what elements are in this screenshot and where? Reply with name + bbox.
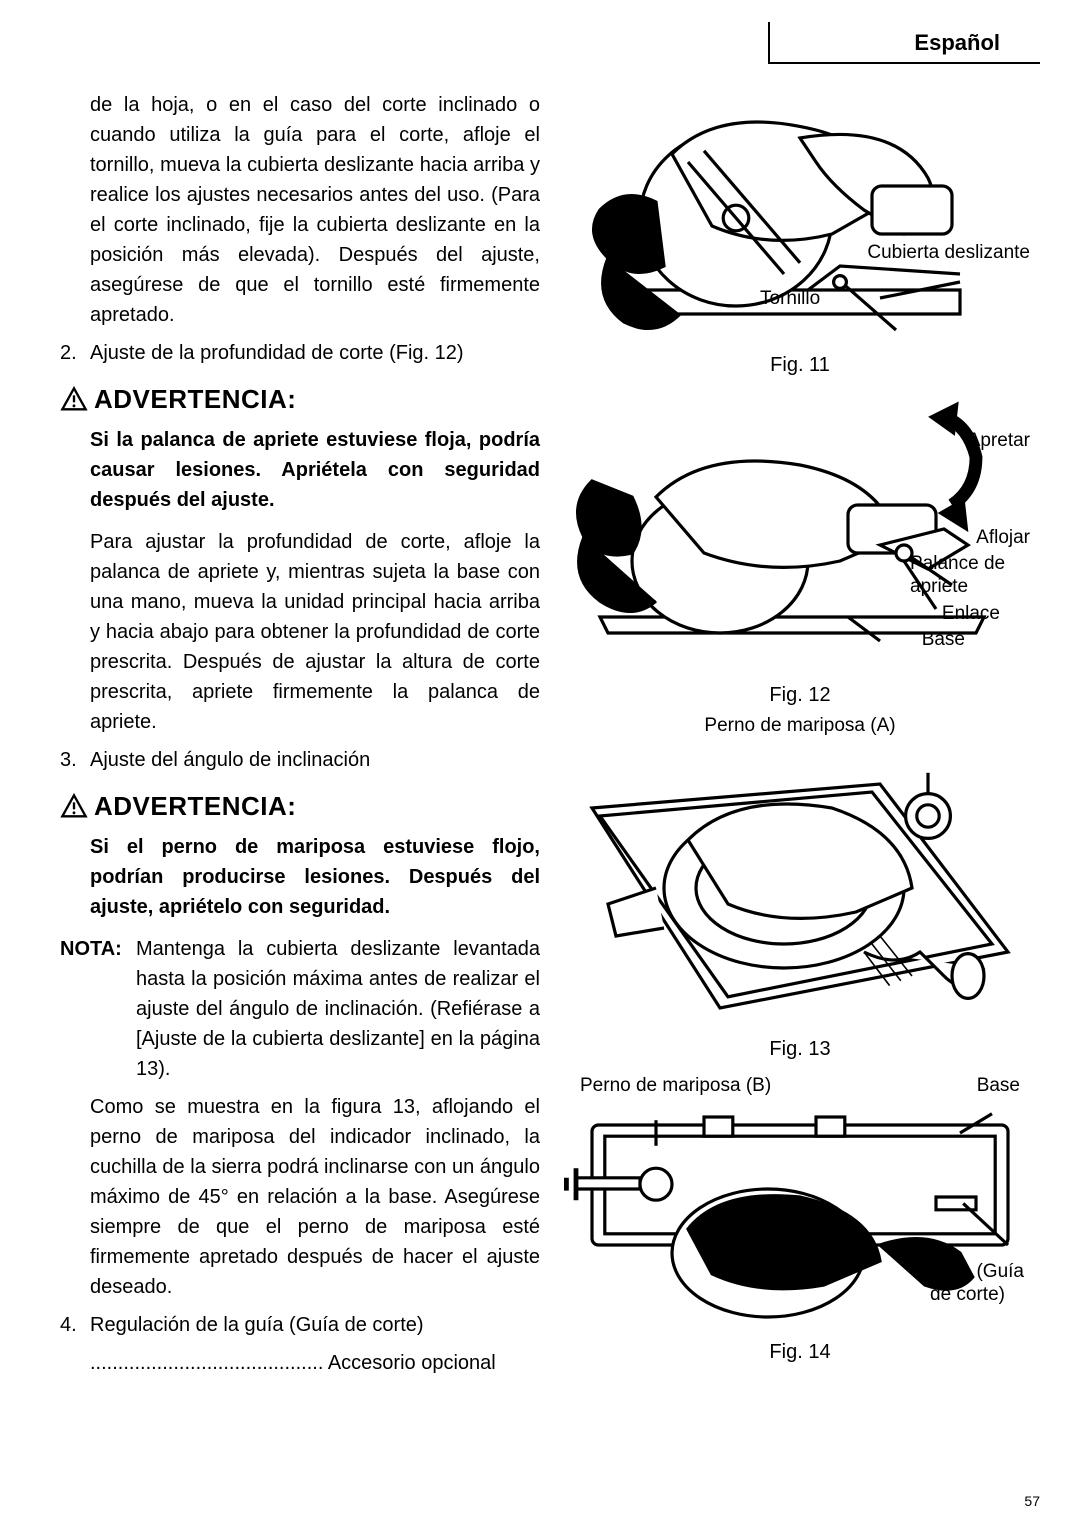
figure-11: Cubierta deslizante Tornillo	[560, 90, 1040, 340]
fig14-label-bolt-b: Perno de mariposa (B)	[580, 1075, 771, 1098]
item-number: 2.	[60, 338, 90, 368]
warning-triangle-icon	[60, 793, 88, 821]
nota-block: NOTA: Mantenga la cubierta deslizante le…	[60, 934, 540, 1084]
fig12-label-lever: Palance de apriete	[910, 553, 1030, 599]
intro-paragraph: de la hoja, o en el caso del corte incli…	[90, 90, 540, 330]
page-number: 57	[1024, 1493, 1040, 1509]
text-column: de la hoja, o en el caso del corte incli…	[60, 90, 540, 1378]
fig12-diagram	[560, 385, 1040, 673]
fig11-diagram	[560, 90, 1040, 362]
list-item-3: 3. Ajuste del ángulo de inclinación	[60, 745, 540, 775]
paragraph-3: Como se muestra en la figura 13, aflojan…	[90, 1092, 540, 1302]
figure-12: Apretar Aflojar Palance de apriete Enlac…	[560, 385, 1040, 670]
nota-label: NOTA:	[60, 934, 130, 1084]
warning-title: ADVERTENCIA:	[94, 787, 296, 826]
fig12-caption: Fig. 12	[769, 684, 830, 707]
warning-title: ADVERTENCIA:	[94, 380, 296, 419]
fig14-caption: Fig. 14	[769, 1341, 830, 1364]
figure-13	[560, 744, 1040, 1024]
paragraph-2: Para ajustar la profundidad de corte, af…	[90, 527, 540, 737]
figure-14: Perno de mariposa (B) Base	[560, 1079, 1040, 1289]
warning-triangle-icon	[60, 386, 88, 414]
fig14-label-base: Base	[977, 1075, 1020, 1098]
item-number: 3.	[60, 745, 90, 775]
fig12-label-loosen: Aflojar	[976, 527, 1030, 550]
warning-body-1: Si la palanca de apriete estuviese floja…	[90, 425, 540, 515]
item-text: Ajuste del ángulo de inclinación	[90, 745, 540, 775]
item-number: 4.	[60, 1310, 90, 1340]
warning-heading-2: ADVERTENCIA:	[60, 787, 540, 826]
list-item-2: 2. Ajuste de la profundidad de corte (Fi…	[60, 338, 540, 368]
item-text: Regulación de la guía (Guía de corte)	[90, 1310, 540, 1340]
list-item-4: 4. Regulación de la guía (Guía de corte)	[60, 1310, 540, 1340]
header-vline	[768, 22, 770, 64]
language-header: Español	[914, 30, 1000, 56]
item-text: Ajuste de la profundidad de corte (Fig. …	[90, 338, 540, 368]
nota-text: Mantenga la cubierta deslizante levantad…	[136, 934, 540, 1084]
fig12-label-base: Base	[922, 629, 965, 652]
warning-body-2: Si el perno de mariposa estuviese flojo,…	[90, 832, 540, 922]
warning-heading-1: ADVERTENCIA:	[60, 380, 540, 419]
fig12-label-tighten: Apretar	[968, 430, 1030, 453]
fig13-diagram	[560, 744, 1040, 1064]
fig14-label-guide: Guía (Guía de corte)	[930, 1261, 1030, 1307]
fig13-label-bolt-a: Perno de mariposa (A)	[560, 715, 1040, 738]
figure-column: Cubierta deslizante Tornillo Fig. 11	[560, 90, 1040, 1378]
fig11-label-cover: Cubierta deslizante	[867, 242, 1030, 265]
fig11-label-screw: Tornillo	[760, 288, 820, 311]
header-rule	[770, 62, 1040, 64]
fig12-label-link: Enlace	[942, 603, 1000, 626]
item-4-subtext: ........................................…	[90, 1348, 540, 1378]
